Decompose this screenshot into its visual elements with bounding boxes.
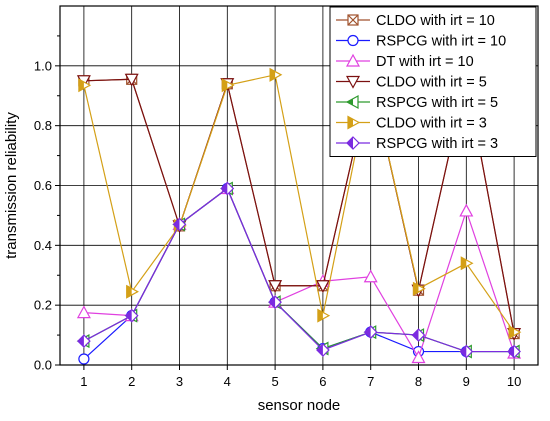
legend-marker [347, 115, 361, 130]
y-tick-label: 0.8 [34, 118, 52, 133]
legend-marker [346, 136, 360, 150]
legend-label: CLDO with irt = 5 [376, 75, 487, 91]
data-point [412, 281, 426, 296]
data-point [460, 256, 474, 271]
x-tick-label: 5 [271, 374, 278, 389]
legend-label: RSPCG with irt = 10 [376, 34, 506, 50]
y-axis-label: transmission reliability [3, 112, 20, 259]
data-point [268, 295, 282, 310]
series-line [83, 74, 515, 333]
data-point [77, 334, 91, 348]
data-point [508, 325, 522, 340]
y-tick-label: 1.0 [34, 58, 52, 73]
series-line [83, 77, 515, 334]
legend-label: DT with irt = 10 [376, 54, 474, 70]
legend-marker [345, 75, 361, 89]
x-tick-label: 8 [415, 374, 422, 389]
legend-marker [345, 94, 359, 110]
x-tick-label: 4 [224, 374, 231, 389]
data-point [221, 78, 235, 93]
data-point [317, 308, 331, 323]
legend-marker [347, 14, 359, 26]
axis-ticks: 1 2 3 4 5 6 7 8 9 10 0.0 0.2 0.4 0.6 0.8 1.0 [34, 35, 521, 389]
data-point [78, 78, 92, 93]
legend-entry: RSPCG with irt = 3 [336, 136, 498, 152]
data-point [172, 217, 187, 232]
data-point [315, 280, 330, 293]
legend-entry: RSPCG with irt = 10 [336, 34, 506, 50]
x-tick-label: 9 [463, 374, 470, 389]
legend-marker [345, 53, 361, 67]
legend-entry: RSPCG with irt = 5 [336, 94, 498, 111]
data-point [363, 269, 378, 283]
legend-entry: CLDO with irt = 3 [336, 115, 487, 132]
data-point [220, 181, 235, 196]
data-point [126, 284, 139, 299]
data-point [459, 344, 474, 359]
data-point [411, 350, 426, 364]
y-tick-label: 0.6 [34, 178, 52, 193]
series-7 [77, 181, 521, 359]
x-tick-label: 1 [80, 374, 87, 389]
data-point [269, 67, 283, 82]
data-point [124, 308, 139, 323]
data-point [507, 344, 521, 359]
x-tick-label: 10 [507, 374, 521, 389]
x-tick-label: 7 [367, 374, 374, 389]
x-tick-label: 6 [319, 374, 326, 389]
data-point [268, 280, 283, 293]
data-point [78, 353, 90, 365]
legend-label: CLDO with irt = 10 [376, 13, 495, 29]
legend-entry: CLDO with irt = 10 [336, 13, 495, 29]
data-point [363, 325, 378, 339]
x-axis-label: sensor node [258, 397, 341, 414]
data-point [411, 328, 426, 342]
legend-entry: CLDO with irt = 5 [336, 75, 487, 91]
data-point [459, 203, 474, 217]
y-tick-label: 0.4 [34, 238, 52, 253]
legend-entry: DT with irt = 10 [336, 53, 474, 70]
y-tick-label: 0.2 [34, 298, 52, 313]
legend-label: RSPCG with irt = 5 [376, 95, 498, 111]
y-tick-label: 0.0 [34, 358, 52, 373]
legend: CLDO with irt = 10 RSPCG with irt = 10 DT … [329, 6, 537, 157]
series-line [83, 187, 515, 353]
x-tick-label: 2 [128, 374, 135, 389]
legend-marker [347, 34, 359, 47]
data-point [124, 73, 139, 87]
data-point [316, 343, 330, 357]
legend-label: CLDO with irt = 3 [376, 116, 487, 132]
x-tick-label: 3 [176, 374, 183, 389]
legend-label: RSPCG with irt = 3 [376, 136, 498, 152]
data-point [76, 305, 91, 319]
